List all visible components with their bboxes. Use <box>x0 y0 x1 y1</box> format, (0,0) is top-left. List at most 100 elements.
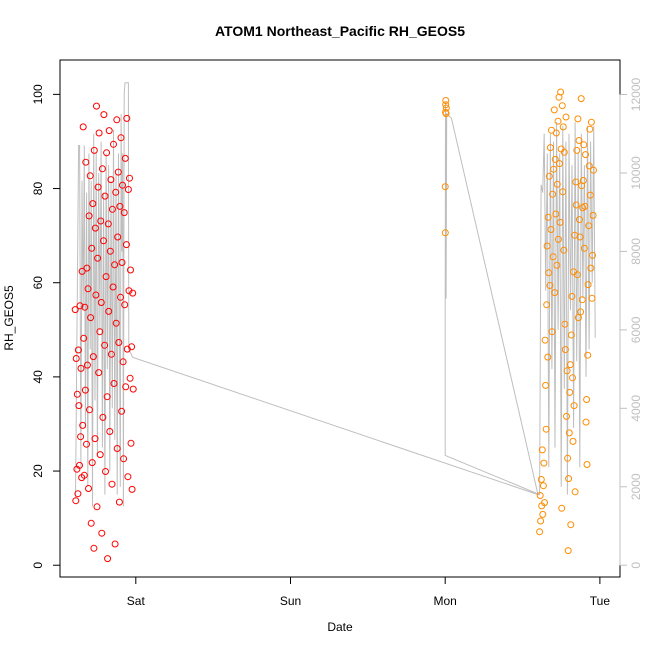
data-point <box>536 492 544 499</box>
data-point <box>73 390 81 398</box>
data-point <box>537 517 545 525</box>
data-point <box>115 498 123 506</box>
data-point <box>584 281 592 289</box>
data-point <box>72 355 80 362</box>
data-point <box>101 192 109 200</box>
data-point <box>545 172 553 180</box>
data-point <box>569 437 577 445</box>
y2-tick-label: 4000 <box>629 395 643 422</box>
data-point <box>116 202 124 210</box>
y2-tick-label: 12000 <box>629 78 643 112</box>
data-point <box>103 393 111 401</box>
data-point <box>565 429 573 437</box>
data-point <box>561 346 569 354</box>
data-point <box>543 242 551 250</box>
y2-tick-label: 6000 <box>629 316 643 343</box>
data-point <box>88 459 96 467</box>
data-point <box>125 287 133 295</box>
data-point <box>86 406 93 414</box>
data-point <box>106 428 114 435</box>
data-point <box>548 328 556 336</box>
y-tick-label: 0 <box>31 562 45 569</box>
data-point <box>573 271 581 279</box>
data-point <box>550 165 558 173</box>
data-point <box>128 485 136 493</box>
x-axis: Sat Sun Mon Tue <box>127 576 611 608</box>
y-axis: 0 20 40 60 80 100 <box>31 84 61 569</box>
data-point <box>76 302 84 310</box>
data-point <box>84 285 92 293</box>
data-point <box>94 254 102 262</box>
data-point <box>561 320 569 328</box>
data-point <box>547 226 555 233</box>
y-tick-label: 100 <box>31 84 45 104</box>
data-point <box>563 367 571 375</box>
data-point <box>126 174 133 182</box>
y2-tick-label: 0 <box>629 562 643 569</box>
data-point <box>80 334 88 342</box>
data-point <box>97 299 105 306</box>
data-point <box>120 209 128 217</box>
data-point <box>556 160 563 168</box>
data-point <box>553 180 561 188</box>
data-point <box>129 385 137 393</box>
data-point <box>81 303 89 311</box>
y2-tick-label: 2000 <box>629 473 643 500</box>
data-point <box>122 383 130 391</box>
data-point <box>551 289 559 297</box>
data-point <box>112 319 120 327</box>
x-tick-label: Sat <box>127 594 146 608</box>
data-point <box>544 353 552 361</box>
data-point <box>75 402 83 410</box>
altitude-layer <box>75 82 596 507</box>
data-point <box>564 547 572 555</box>
data-point <box>572 178 580 186</box>
data-point <box>128 343 136 351</box>
data-point <box>74 490 82 498</box>
data-point <box>566 361 574 369</box>
data-point <box>560 246 568 254</box>
data-point <box>588 294 596 302</box>
data-point <box>111 540 119 548</box>
data-point <box>576 216 583 224</box>
altitude-line <box>75 82 596 507</box>
data-point <box>99 413 107 421</box>
data-point <box>126 374 134 382</box>
data-point <box>74 346 82 354</box>
data-point <box>119 181 126 189</box>
data-point <box>558 102 566 110</box>
data-point <box>110 380 118 387</box>
data-point <box>567 331 575 339</box>
data-point <box>120 455 128 463</box>
y2-tick-label: 10000 <box>629 156 643 190</box>
data-point <box>105 307 113 315</box>
data-point <box>85 212 93 220</box>
data-point <box>121 301 129 309</box>
data-point <box>127 439 135 447</box>
data-point <box>113 445 121 452</box>
data-point <box>576 233 584 241</box>
data-point <box>83 440 90 448</box>
data-point <box>106 247 114 255</box>
data-point <box>94 183 102 191</box>
data-point <box>79 421 87 429</box>
data-point <box>553 261 561 269</box>
data-point <box>568 292 576 300</box>
data-point <box>559 123 567 131</box>
data-point <box>581 202 589 210</box>
x-tick-label: Tue <box>590 594 611 608</box>
data-point <box>541 499 548 507</box>
data-point <box>85 485 92 492</box>
data-point <box>89 200 97 208</box>
data-point <box>86 172 94 180</box>
data-point <box>539 510 547 518</box>
data-point <box>542 425 550 433</box>
data-point <box>580 141 588 149</box>
data-point <box>123 114 131 122</box>
data-point <box>577 95 585 103</box>
data-point <box>91 224 99 232</box>
y2-tick-label: 8000 <box>629 238 643 265</box>
data-point <box>554 235 562 243</box>
data-point <box>124 473 132 481</box>
data-point <box>78 267 86 275</box>
